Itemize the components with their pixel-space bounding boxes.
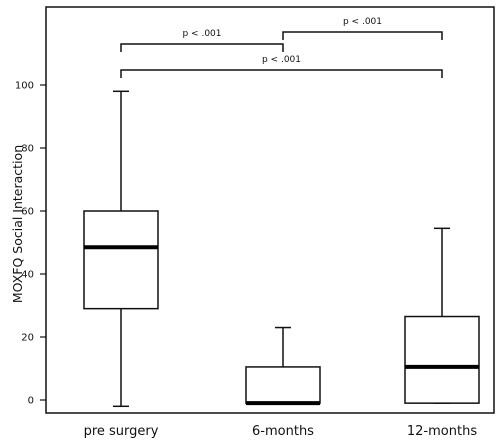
interquartile-box — [83, 210, 159, 310]
bracket-line — [120, 69, 443, 78]
x-category-label-12-months: 12-months — [407, 424, 477, 439]
bracket-line — [120, 43, 284, 52]
interquartile-box — [404, 315, 480, 404]
boxes — [83, 90, 480, 408]
significance-bracket-3: p < .001 — [120, 55, 443, 78]
y-tick-label-80: 80 — [21, 144, 34, 155]
significance-label: p < .001 — [262, 55, 301, 65]
significance-brackets: p < .001 p < .001 p < .001 — [120, 17, 443, 78]
x-axis-categories: pre surgery 6-months 12-months — [84, 424, 478, 439]
significance-bracket-2: p < .001 — [282, 17, 443, 40]
significance-bracket-1: p < .001 — [120, 29, 284, 52]
x-category-label-pre-surgery: pre surgery — [84, 424, 159, 439]
box-12-months — [404, 227, 480, 404]
box-pre-surgery — [83, 90, 159, 408]
interquartile-box — [245, 366, 321, 404]
significance-label: p < .001 — [182, 29, 221, 39]
box-6-months — [245, 326, 321, 406]
bracket-line — [282, 31, 443, 40]
y-tick-label-40: 40 — [21, 270, 34, 281]
x-category-label-6-months: 6-months — [252, 424, 314, 439]
y-axis-label: MOXFQ Social Interaction — [10, 145, 25, 303]
y-tick-label-20: 20 — [21, 333, 34, 344]
y-tick-label-100: 100 — [15, 81, 34, 92]
plot-frame — [45, 6, 495, 414]
y-tick-label-60: 60 — [21, 207, 34, 218]
significance-label: p < .001 — [343, 17, 382, 27]
y-axis-ticks: 0 20 40 60 80 100 — [15, 81, 46, 407]
y-tick-label-0: 0 — [28, 396, 34, 407]
